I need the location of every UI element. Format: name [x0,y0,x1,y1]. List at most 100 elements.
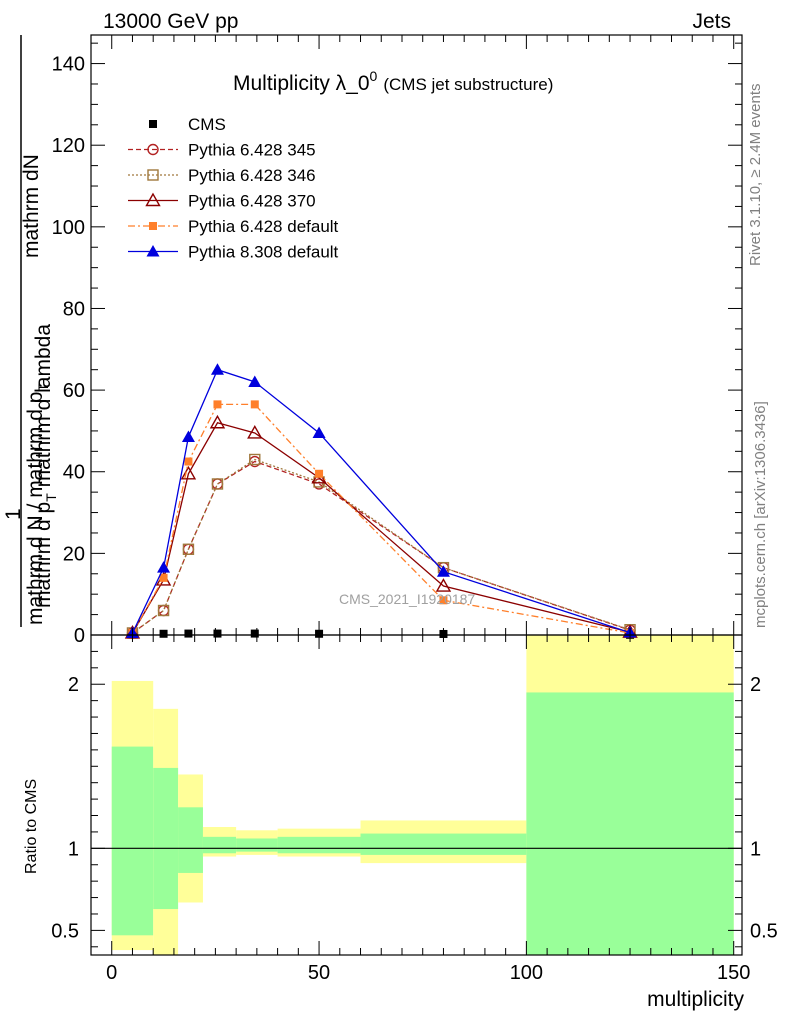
x-tick-label-100: 100 [510,962,543,984]
x-axis-label: multiplicity [647,988,744,1011]
series-2-point-1 [157,604,170,617]
legend-entry-4: Pythia 6.428 default [128,217,339,236]
y-axis-label-top-rest: mathrm d lambda [32,324,55,494]
series-4-point-4 [250,400,259,409]
ratio-band-green-7 [526,692,734,955]
svg-text:1: 1 [2,508,25,520]
series-3-point-2 [180,465,197,480]
series-2 [126,453,636,639]
y-axis-label-top: mathrm d p [32,502,55,608]
y-axis-label-prefix: 1 [2,508,25,520]
legend-label-1: Pythia 6.428 345 [188,141,316,160]
series-3-point-4 [247,425,263,439]
series-3-line [131,422,631,634]
series-4-point-5 [315,469,324,478]
legend: CMS Pythia 6.428 345 Pythia 6.428 346 Pythi… [128,115,339,262]
x-tick-label-50: 50 [308,962,330,984]
main-y-tick-label-80: 80 [63,298,85,320]
legend-label-0: CMS [188,115,226,134]
x-tick-label-150: 150 [717,962,750,984]
legend-entry-2: Pythia 6.428 346 [128,166,316,185]
series-5-point-2 [181,430,195,443]
main-y-tick-label-20: 20 [63,543,85,565]
header-jets-label: Jets [692,10,731,33]
ratio-band-green-5 [277,836,361,854]
legend-label-5: Pythia 8.308 default [188,243,339,262]
ratio-band-green-4 [236,838,278,852]
ratio-panel-frame [90,634,743,956]
x-tick-label-0: 0 [106,962,117,984]
ratio-y-tick-label-left-0.5: 0.5 [51,920,79,942]
ratio-band-green-1 [153,767,179,910]
ratio-band-green-0 [111,746,154,936]
legend-entry-0: CMS [149,115,226,134]
series-2-point-4 [249,453,261,466]
series-4-line [131,403,631,634]
chart-title-note: (CMS jet substructure) [383,75,553,94]
ratio-band-green-3 [202,836,237,854]
series-4-point-3 [213,400,222,409]
ratio-y-tick-label-left-2: 2 [68,674,79,696]
legend-marker-2 [147,169,159,181]
svg-text:mathrm d N / mathrm d pT: mathrm d N / mathrm d pT [24,383,51,625]
series-2-line [132,458,631,634]
y-axis-label-top-sub: T [43,493,59,502]
series-3-point-6 [435,578,452,592]
series-4-point-1 [159,573,168,582]
series-1-point-1 [157,604,170,617]
series-5-point-4 [248,375,262,387]
series-3-point-3 [209,414,226,429]
legend-label-3: Pythia 6.428 370 [188,192,316,211]
series-1-point-3 [211,478,224,490]
series-4-point-6 [439,596,448,605]
series-4-point-2 [184,457,193,466]
series-1-line [132,460,631,634]
series-2-point-3 [211,478,224,490]
series-0-point-1 [159,629,168,638]
main-y-tick-label-120: 120 [52,135,85,157]
ratio-y-tick-label-left-1: 1 [68,838,79,860]
series-5-line [131,368,631,634]
legend-marker-4 [149,222,157,230]
legend-entry-1: Pythia 6.428 345 [128,141,316,160]
ratio-y-tick-label-right-2: 2 [750,674,761,696]
legend-entry-5: Pythia 8.308 default [128,243,339,262]
y-axis-label-denominator: mathrm d N / mathrm d p [24,392,47,625]
rivet-version-label: Rivet 3.1.10, ≥ 2.4M events [747,84,764,267]
ratio-y-tick-label-right-1: 1 [750,838,761,860]
ratio-uncertainty-bands [111,635,734,955]
svg-text:mathrm dN: mathrm dN [20,154,43,258]
ratio-y-axis-label: Ratio to CMS [23,779,40,874]
main-y-tick-label-140: 140 [52,54,85,76]
ratio-y-tick-label-right-0.5: 0.5 [750,920,778,942]
chart-title-superscript: 0 [370,68,378,84]
mcplots-reference-label: mcplots.cern.ch [arXiv:1306.3436] [752,401,769,628]
y-axis-label-numerator: mathrm dN [20,154,43,258]
legend-label-4: Pythia 6.428 default [188,217,339,236]
legend-marker-3 [145,192,161,207]
series-5-point-6 [436,565,450,577]
series-5-point-5 [312,426,326,438]
y-axis-label-denominator-sub: T [35,383,51,392]
legend-marker-1 [147,143,159,156]
legend-entry-3: Pythia 6.428 370 [128,192,316,211]
svg-text:Multiplicity λ_00(CMS jet subs: Multiplicity λ_00 (CMS jet substructure) [233,68,553,95]
series-0-point-3 [213,629,222,638]
ratio-band-green-2 [178,807,203,873]
series-0-point-4 [250,629,259,638]
main-y-tick-label-100: 100 [52,217,85,239]
analysis-watermark: CMS_2021_I1920187 [339,591,475,607]
header-energy-label: 13000 GeV pp [103,10,238,33]
main-y-tick-label-60: 60 [63,380,85,402]
chart-title: Multiplicity λ_00 (CMS jet substructure) [233,68,553,95]
series-1 [126,455,636,639]
series-2-point-2 [182,543,195,555]
main-y-tick-label-40: 40 [63,462,85,484]
series-0-point-2 [184,629,193,638]
legend-marker-5 [146,245,160,257]
legend-label-2: Pythia 6.428 346 [188,166,316,185]
series-5-point-1 [157,561,171,573]
legend-marker-0 [149,120,157,128]
